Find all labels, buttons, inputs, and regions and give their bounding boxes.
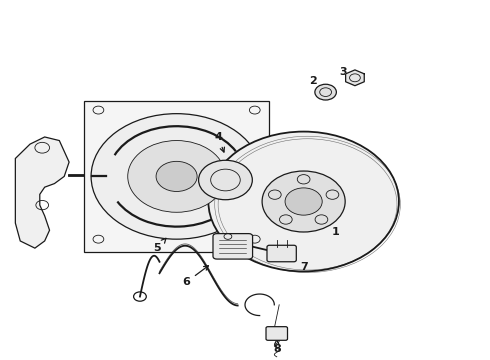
FancyBboxPatch shape (266, 327, 288, 340)
Text: 5: 5 (153, 238, 166, 253)
Circle shape (198, 160, 252, 200)
Circle shape (262, 171, 345, 232)
Circle shape (285, 188, 322, 215)
FancyBboxPatch shape (267, 245, 296, 262)
Text: 3: 3 (339, 67, 352, 78)
Text: 4: 4 (214, 132, 224, 152)
Bar (84, 101, 270, 252)
Circle shape (315, 84, 336, 100)
Text: 2: 2 (310, 76, 323, 90)
Circle shape (91, 114, 262, 239)
Polygon shape (345, 70, 364, 86)
Text: 7: 7 (288, 256, 308, 272)
Polygon shape (15, 137, 69, 248)
FancyBboxPatch shape (213, 234, 252, 259)
Circle shape (128, 140, 225, 212)
Text: 8: 8 (273, 339, 281, 354)
Text: 1: 1 (316, 219, 339, 237)
Text: 6: 6 (182, 266, 208, 287)
Circle shape (156, 161, 197, 192)
Circle shape (208, 132, 399, 271)
